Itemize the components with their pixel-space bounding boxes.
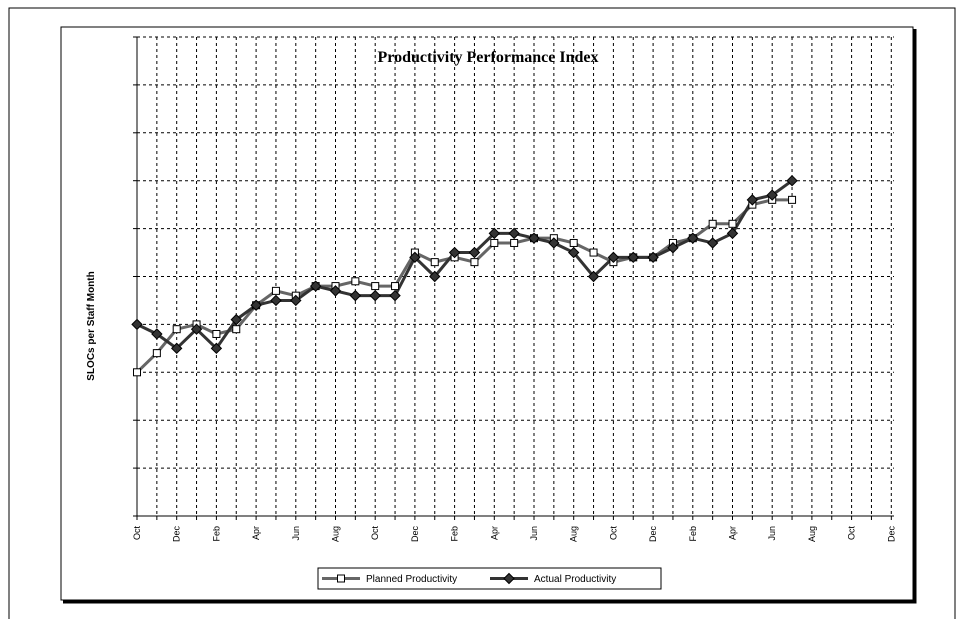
diamond-marker: [230, 313, 242, 326]
legend-label: Actual Productivity: [534, 574, 616, 585]
square-marker: [391, 282, 400, 291]
x-tick-label: Oct: [370, 526, 380, 541]
diamond-marker: [647, 251, 659, 264]
square-marker: [212, 329, 221, 338]
diamond-marker: [270, 294, 282, 307]
x-tick-label: Dec: [172, 526, 182, 543]
diamond-marker: [503, 572, 515, 585]
diamond-marker: [587, 270, 600, 283]
square-marker: [708, 219, 717, 228]
legend: Planned Productivity Actual Productivity: [317, 567, 662, 590]
y-axis-label: SLOCs per Staff Month: [86, 271, 97, 380]
series-line: [135, 198, 793, 374]
diamond-marker: [190, 323, 203, 335]
x-tick-label: Aug: [569, 526, 579, 542]
diamond-marker: [389, 289, 401, 302]
x-tick-label: Aug: [331, 526, 341, 542]
series-line: [136, 179, 793, 351]
diamond-marker: [329, 285, 342, 297]
square-marker: [490, 238, 499, 247]
square-marker: [232, 325, 241, 334]
square-marker: [470, 258, 479, 267]
plot-area: Oct Dec Feb Apr Jun Aug Oct Dec Feb Apr Jun Aug Oct D…: [131, 36, 896, 543]
diamond-marker: [309, 280, 322, 292]
x-tick-label: Dec: [648, 526, 658, 543]
diamond-marker: [687, 232, 699, 244]
diamond-marker: [786, 174, 798, 187]
x-tick-label: Dec: [886, 526, 896, 543]
diamond-marker: [409, 251, 421, 264]
square-marker: [510, 238, 519, 247]
diamond-marker: [369, 289, 381, 302]
square-marker: [172, 325, 181, 334]
x-tick-label: Dec: [410, 526, 420, 543]
diamond-marker: [131, 318, 143, 331]
diamond-marker: [706, 237, 719, 249]
diamond-marker: [548, 237, 560, 249]
diamond-marker: [349, 289, 362, 302]
square-marker: [351, 277, 360, 286]
x-tick-label: Apr: [489, 526, 499, 540]
x-tick-label: Apr: [251, 526, 261, 540]
diamond-marker: [528, 232, 540, 244]
chart-frame: [60, 26, 914, 601]
diamond-marker: [468, 246, 481, 259]
x-tick-label: Oct: [132, 526, 142, 541]
square-marker: [728, 219, 737, 228]
diamond-marker: [746, 194, 759, 206]
chart-shadow: [63, 29, 917, 604]
diamond-marker: [250, 299, 262, 311]
square-marker: [152, 349, 161, 358]
chart-title: Productivity Performance Index: [378, 49, 599, 66]
x-tick-label: Aug: [807, 526, 817, 542]
diamond-marker: [627, 251, 639, 264]
square-marker: [271, 286, 280, 295]
x-tick-label: Jun: [767, 526, 777, 541]
diamond-marker: [210, 342, 223, 355]
diamond-marker: [290, 294, 302, 307]
x-tick-label: Feb: [450, 526, 460, 542]
diamond-marker: [170, 342, 183, 355]
x-tick-label: Jun: [291, 526, 301, 541]
x-tick-label: Feb: [688, 526, 698, 542]
diamond-marker: [607, 251, 620, 264]
diamond-marker: [448, 246, 461, 259]
square-marker: [337, 574, 345, 583]
diamond-marker: [567, 246, 580, 259]
legend-box: [317, 567, 662, 590]
square-marker: [589, 248, 598, 257]
diamond-marker: [429, 270, 441, 283]
x-tick-label: Oct: [608, 526, 618, 541]
x-tick-label: Jun: [529, 526, 539, 541]
square-marker: [788, 195, 797, 204]
square-marker: [133, 368, 141, 377]
square-marker: [430, 258, 439, 267]
diamond-marker: [766, 189, 778, 201]
diamond-marker: [667, 242, 679, 254]
diamond-marker: [508, 227, 520, 240]
diamond-marker: [151, 328, 163, 340]
diamond-marker: [488, 227, 501, 240]
x-tick-label: Apr: [728, 526, 738, 540]
legend-label: Planned Productivity: [366, 574, 457, 585]
x-tick-label: Oct: [847, 526, 857, 541]
page-frame: [8, 7, 956, 619]
x-tick-label: Feb: [211, 526, 221, 542]
square-marker: [371, 282, 380, 291]
square-marker: [569, 238, 578, 247]
diamond-marker: [726, 227, 739, 240]
